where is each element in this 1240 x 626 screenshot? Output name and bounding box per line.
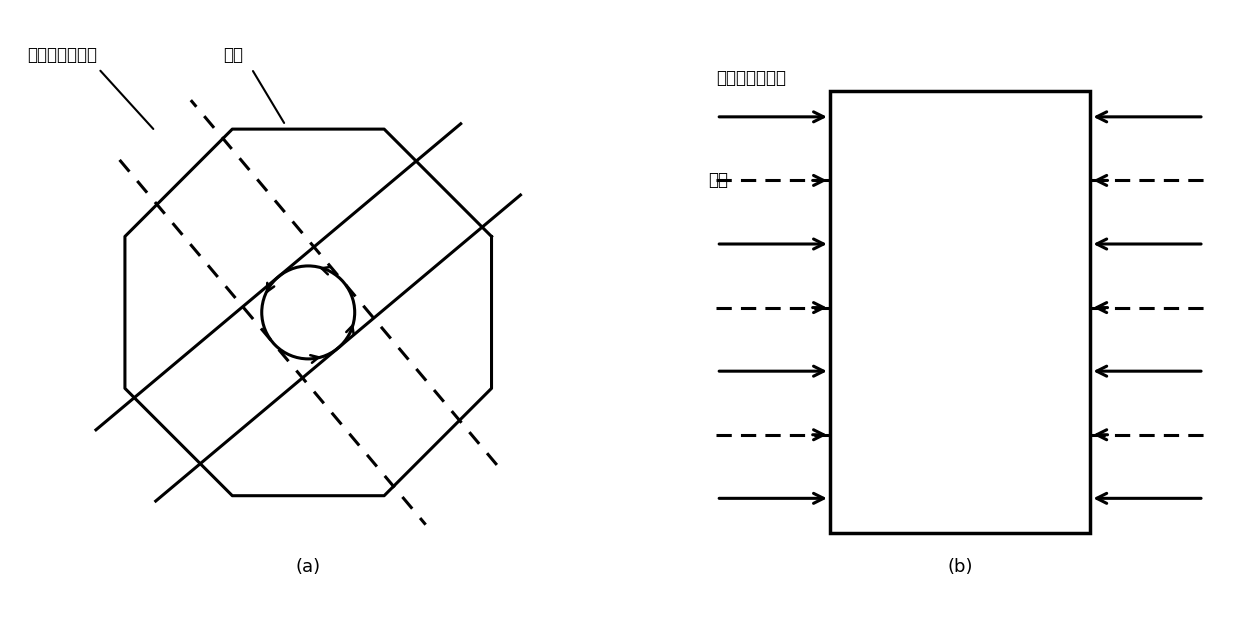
Text: (a): (a) bbox=[295, 558, 321, 576]
Text: 纯氧: 纯氧 bbox=[223, 46, 243, 64]
Text: (b): (b) bbox=[947, 558, 973, 576]
Text: 二次风或燃尽风: 二次风或燃尽风 bbox=[717, 69, 786, 88]
Text: 二次风或燃尽风: 二次风或燃尽风 bbox=[27, 46, 98, 64]
Bar bbox=[830, 91, 1090, 533]
Text: 纯氧: 纯氧 bbox=[708, 172, 728, 190]
